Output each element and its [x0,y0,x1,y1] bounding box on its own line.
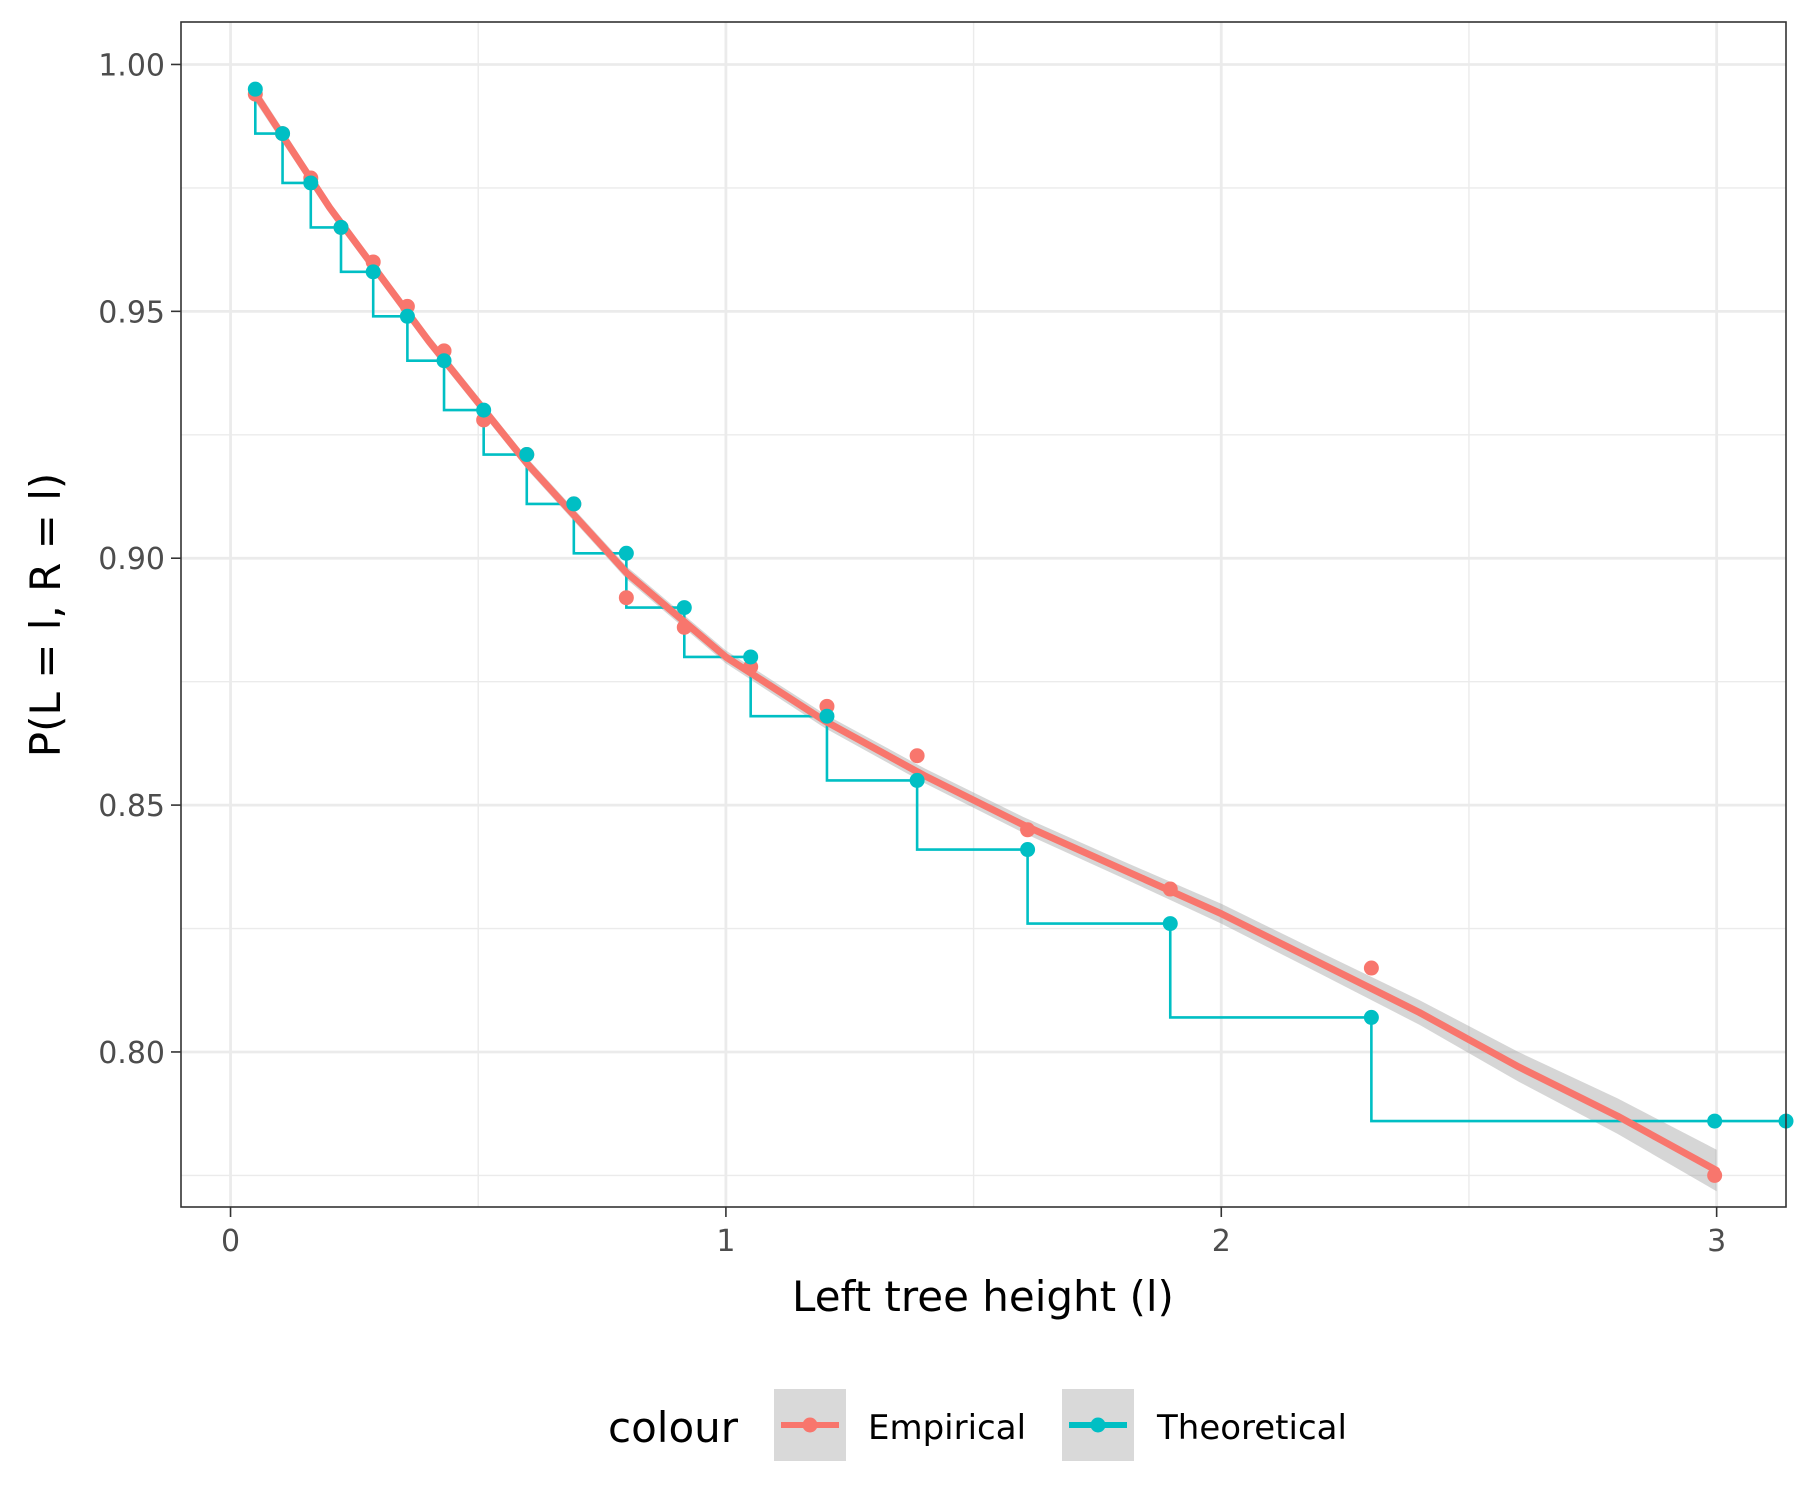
x-tick-label: 3 [1707,1224,1726,1259]
legend-key-point [802,1417,818,1433]
y-axis: 0.80 0.85 0.90 0.95 1.00 [98,48,181,1071]
theoretical-point [1707,1113,1723,1129]
theoretical-point [1363,1009,1379,1025]
empirical-smooth-band [255,86,1717,1192]
x-tick-label: 1 [716,1224,735,1259]
empirical-point [1707,1167,1723,1183]
theoretical-point [566,496,582,512]
theoretical-point [436,353,452,369]
theoretical-point [519,447,535,463]
theoretical-point [1162,916,1178,932]
empirical-point [676,619,692,635]
theoretical-point [743,649,759,665]
legend: colour Empirical Theoretical [608,1389,1347,1461]
legend-label-theoretical: Theoretical [1156,1408,1347,1448]
legend-label-empirical: Empirical [868,1408,1026,1448]
theoretical-point [1020,842,1036,858]
y-tick-label: 0.90 [98,542,165,577]
empirical-point [618,590,634,606]
empirical-smooth-line [251,90,1721,1174]
plot-panel-border [180,21,1787,1208]
theoretical-point [819,708,835,724]
x-tick-label: 2 [1212,1224,1231,1259]
theoretical-point [247,81,263,97]
series-layer [247,81,1794,1183]
legend-title: colour [608,1403,739,1452]
theoretical-point [303,175,319,191]
theoretical-point [275,126,291,142]
legend-key-empirical [774,1389,846,1461]
legend-key-theoretical [1062,1389,1134,1461]
y-tick-label: 0.95 [98,295,165,330]
y-axis-title: P(L = l, R = l) [21,473,70,758]
theoretical-point [676,600,692,616]
theoretical-point [618,545,634,561]
x-axis: 0 1 2 3 [221,1207,1726,1259]
x-axis-title: Left tree height (l) [792,1272,1174,1321]
empirical-point [1020,822,1036,838]
empirical-point [1363,960,1379,976]
x-tick-label: 0 [221,1224,240,1259]
confidence-band [255,86,1717,1192]
legend-key-point [1090,1417,1106,1433]
y-tick-label: 0.80 [98,1036,165,1071]
y-tick-label: 1.00 [98,48,165,83]
plot-background [181,22,1786,1207]
empirical-point [909,748,925,764]
minor-gridlines [181,22,1786,1207]
legend-keys [774,1389,1134,1461]
y-tick-label: 0.85 [98,789,165,824]
theoretical-point [909,772,925,788]
theoretical-point [399,308,415,324]
theoretical-point [333,219,349,235]
theoretical-point [365,264,381,280]
theoretical-point [476,402,492,418]
empirical-point [1162,881,1178,897]
